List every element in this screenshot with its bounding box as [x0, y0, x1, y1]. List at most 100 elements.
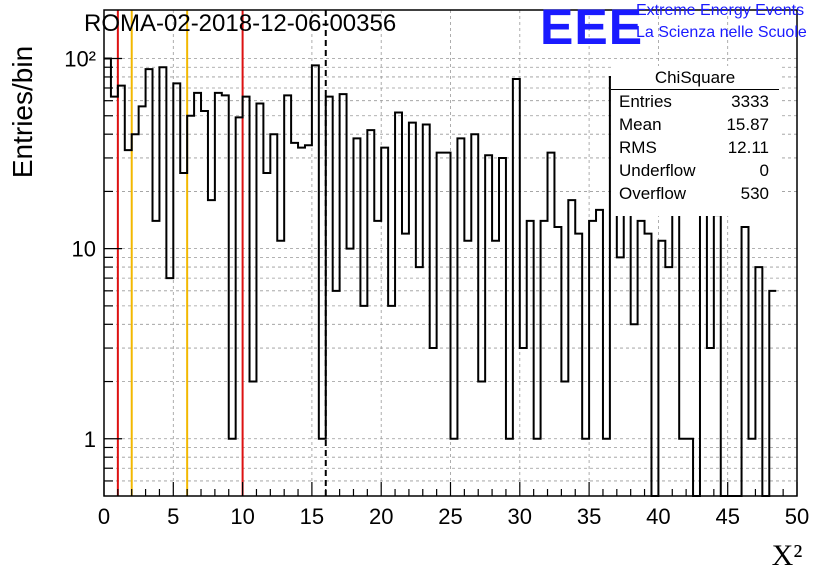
histogram-bin	[388, 306, 395, 496]
histogram-bin	[326, 97, 333, 496]
x-tick-label: 45	[715, 504, 739, 529]
y-tick-label: 10	[72, 237, 96, 262]
stats-row-underflow: Underflow 0	[619, 161, 769, 183]
histogram-bin	[437, 153, 444, 496]
histogram-bin	[742, 227, 749, 496]
x-tick-label: 30	[508, 504, 532, 529]
statistics-box: ChiSquare Entries 3333 Mean 15.87 RMS 12…	[611, 66, 779, 216]
histogram-bin	[118, 86, 125, 496]
x-tick-label: 15	[300, 504, 324, 529]
histogram-bin	[444, 153, 451, 496]
histogram-bin	[575, 234, 582, 496]
stats-title: ChiSquare	[654, 68, 736, 87]
x-tick-label: 35	[577, 504, 601, 529]
histogram-bin	[430, 348, 437, 496]
histogram-bin	[499, 158, 506, 496]
histogram-bin	[256, 104, 263, 496]
histogram-bin	[312, 65, 319, 496]
histogram-bin	[187, 116, 194, 496]
x-tick-label: 5	[167, 504, 179, 529]
logo-text-line-2: La Scienza nelle Scuole	[636, 24, 807, 41]
histogram-bin	[679, 439, 686, 496]
histogram-bin	[409, 123, 416, 496]
stats-value: 12.11	[727, 138, 769, 157]
stats-label: Entries	[619, 92, 672, 111]
histogram-bin	[277, 241, 284, 496]
histogram-bin	[589, 221, 596, 496]
y-axis-label: Entries/bin	[7, 46, 38, 178]
histogram-bin	[748, 439, 755, 496]
histogram-bin	[374, 221, 381, 496]
stats-label: Overflow	[619, 184, 687, 203]
y-tick-label: 10²	[64, 47, 96, 72]
stats-row-entries: Entries 3333	[619, 92, 769, 114]
histogram-bin	[582, 439, 589, 496]
histogram-bin	[492, 241, 499, 496]
histogram-bin	[527, 221, 534, 496]
histogram-bin	[367, 130, 374, 496]
histogram-bin	[658, 241, 665, 496]
histogram-bin	[631, 324, 638, 496]
histogram-bin	[395, 113, 402, 496]
histogram-bin	[755, 267, 762, 496]
histogram-bin	[353, 138, 360, 496]
histogram-bin	[707, 348, 714, 496]
stats-value: 3333	[731, 92, 769, 111]
run-title: ROMA-02-2018-12-06-00356	[84, 10, 397, 37]
histogram-bin	[464, 241, 471, 496]
stats-row-overflow: Overflow 530	[619, 184, 769, 206]
stats-value: 0	[759, 161, 769, 180]
histogram-bin	[624, 196, 631, 496]
histogram-bin	[561, 382, 568, 496]
histogram-bin	[347, 249, 354, 496]
x-tick-label: 40	[646, 504, 670, 529]
histogram-bin	[270, 134, 277, 496]
stats-value: 530	[740, 184, 769, 203]
histogram-bin	[180, 173, 187, 496]
x-axis-label: X²	[772, 539, 803, 572]
eee-logo-mark: EEE	[540, 0, 644, 55]
histogram-bin	[686, 439, 693, 496]
histogram-bin	[457, 138, 464, 496]
stats-label: RMS	[619, 138, 657, 157]
histogram-bin	[194, 93, 201, 496]
y-axis-ticks: 1 10 10²	[64, 47, 122, 482]
histogram-bin	[166, 278, 173, 496]
histogram-bin	[541, 221, 548, 496]
histogram-bin	[520, 348, 527, 496]
histogram-bin	[215, 93, 222, 496]
histogram-bin	[305, 145, 312, 496]
histogram-bin	[243, 97, 250, 496]
histogram-bin	[638, 221, 645, 496]
stats-value: 15.87	[726, 115, 769, 134]
stats-label: Underflow	[619, 161, 696, 180]
histogram-bin	[402, 234, 409, 496]
histogram-bin	[159, 67, 166, 496]
x-tick-label: 20	[369, 504, 393, 529]
stats-row-rms: RMS 12.11	[619, 138, 769, 160]
histogram-bin	[208, 200, 215, 496]
histogram-bin	[173, 83, 180, 496]
histogram-bin	[665, 267, 672, 496]
logo-text-line-1: Extreme Energy Events	[636, 2, 805, 19]
histogram-bin	[423, 124, 430, 496]
histogram-bin	[236, 117, 243, 496]
histogram-bin	[548, 153, 555, 496]
histogram-bin	[554, 227, 561, 496]
histogram-bin	[416, 267, 423, 496]
histogram-bin	[534, 439, 541, 496]
histogram-bin	[360, 306, 367, 496]
histogram-bin	[471, 134, 478, 496]
histogram-bin	[139, 106, 146, 496]
histogram-bin	[250, 382, 257, 496]
histogram-bin	[596, 210, 603, 496]
histogram-bin	[291, 143, 298, 496]
histogram-bin	[263, 173, 270, 496]
histogram-bin	[700, 205, 707, 496]
histogram-bin	[111, 97, 118, 496]
histogram-bin	[714, 215, 721, 496]
x-tick-label: 50	[785, 504, 809, 529]
histogram-bin	[451, 439, 458, 496]
histogram-bin	[284, 95, 291, 496]
histogram-bin	[340, 94, 347, 496]
